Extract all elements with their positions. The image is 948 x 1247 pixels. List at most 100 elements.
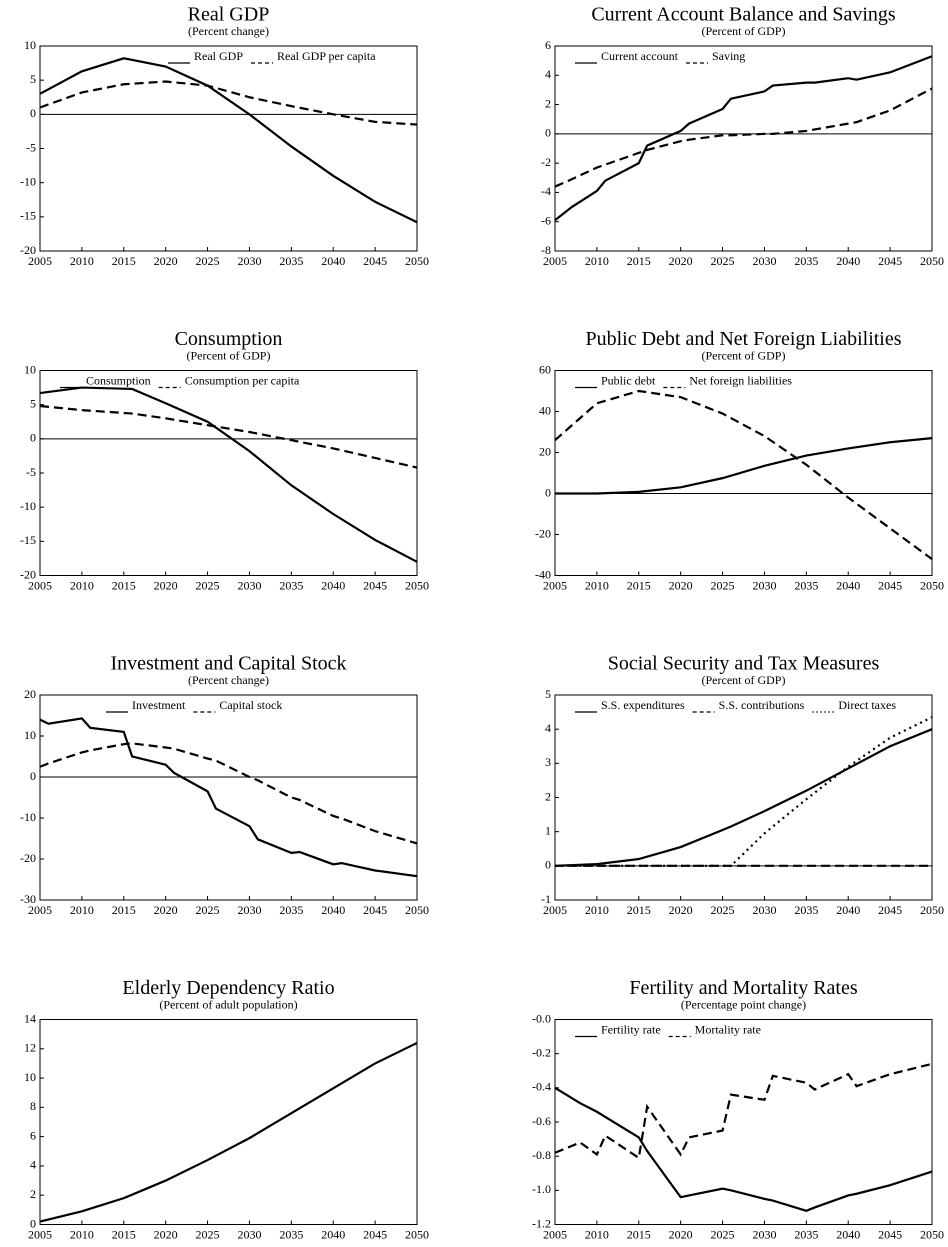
- x-tick-label: 2015: [112, 903, 136, 917]
- legend-label: Consumption: [86, 373, 151, 387]
- x-tick-label: 2020: [154, 254, 178, 268]
- legend-label: Direct taxes: [838, 698, 896, 712]
- chart-title: Public Debt and Net Foreign Liabilities: [585, 328, 901, 350]
- x-tick-label: 2015: [112, 254, 136, 268]
- x-tick-label: 2030: [237, 903, 261, 917]
- plot-frame: [39, 370, 418, 576]
- x-tick-label: 2010: [585, 903, 609, 917]
- y-tick-label: -5: [26, 140, 36, 154]
- x-tick-label: 2035: [279, 254, 303, 268]
- y-tick-label: -1.0: [532, 1182, 551, 1196]
- x-tick-label: 2035: [279, 578, 303, 592]
- series-line: [554, 389, 933, 560]
- y-tick-label: 10: [24, 1070, 36, 1084]
- chart-title: Fertility and Mortality Rates: [629, 977, 858, 999]
- x-tick-label: 2050: [405, 254, 429, 268]
- series-line: [39, 742, 418, 845]
- y-tick-label: 0: [545, 126, 551, 140]
- y-tick-label: -1.2: [532, 1216, 551, 1230]
- x-tick-label: 2005: [28, 903, 52, 917]
- plot-frame: [554, 694, 933, 901]
- x-tick-label: 2035: [279, 1227, 303, 1241]
- y-tick-label: 10: [24, 362, 36, 376]
- x-tick-label: 2020: [154, 903, 178, 917]
- x-tick-label: 2050: [405, 903, 429, 917]
- y-tick-label: -4: [541, 184, 551, 198]
- y-tick-label: -10: [20, 499, 36, 513]
- y-tick-label: -5: [26, 465, 36, 479]
- legend-label: Fertility rate: [601, 1022, 661, 1036]
- y-tick-label: -20: [20, 243, 36, 257]
- x-tick-label: 2050: [920, 1227, 944, 1241]
- y-tick-label: 0: [30, 431, 36, 445]
- y-tick-label: 0: [30, 1216, 36, 1230]
- series-line: [554, 1062, 933, 1160]
- x-tick-label: 2005: [543, 578, 567, 592]
- y-tick-label: 2: [545, 96, 551, 110]
- chart-title: Elderly Dependency Ratio: [122, 977, 334, 999]
- y-tick-label: -1: [541, 892, 551, 906]
- y-tick-label: -20: [535, 526, 551, 540]
- legend-label: Real GDP: [194, 49, 243, 63]
- x-tick-label: 2005: [543, 903, 567, 917]
- y-tick-label: 0: [30, 769, 36, 783]
- x-tick-label: 2030: [752, 903, 776, 917]
- y-tick-label: -0.4: [532, 1080, 551, 1094]
- x-tick-label: 2020: [669, 578, 693, 592]
- legend-label: Mortality rate: [695, 1022, 761, 1036]
- legend-label: Saving: [712, 49, 745, 63]
- y-tick-label: 6: [545, 38, 551, 52]
- legend-label: Net foreign liabilities: [689, 373, 792, 387]
- x-tick-label: 2025: [196, 1227, 220, 1241]
- series-line: [554, 1086, 933, 1212]
- x-tick-label: 2045: [363, 254, 387, 268]
- x-tick-label: 2045: [878, 578, 902, 592]
- y-tick-label: 2: [30, 1187, 36, 1201]
- x-tick-label: 2015: [627, 1227, 651, 1241]
- x-tick-label: 2015: [112, 578, 136, 592]
- x-tick-label: 2005: [28, 254, 52, 268]
- x-tick-label: 2045: [363, 903, 387, 917]
- y-tick-label: -10: [20, 174, 36, 188]
- y-tick-label: -40: [535, 567, 551, 581]
- y-tick-label: 5: [30, 72, 36, 86]
- x-tick-label: 2020: [669, 903, 693, 917]
- x-tick-label: 2045: [878, 1227, 902, 1241]
- x-tick-label: 2025: [711, 903, 735, 917]
- x-tick-label: 2045: [363, 578, 387, 592]
- x-tick-label: 2050: [405, 1227, 429, 1241]
- chart-subtitle: (Percent change): [188, 673, 269, 687]
- x-tick-label: 2040: [836, 1227, 860, 1241]
- x-tick-label: 2030: [237, 578, 261, 592]
- x-tick-label: 2010: [70, 1227, 94, 1241]
- y-tick-label: -20: [20, 567, 36, 581]
- x-tick-label: 2025: [196, 903, 220, 917]
- x-tick-label: 2040: [321, 1227, 345, 1241]
- plot-frame: [39, 694, 418, 901]
- y-tick-label: -0.0: [532, 1011, 551, 1025]
- series-line: [555, 437, 933, 495]
- legend-label: Current account: [601, 49, 679, 63]
- legend-label: Real GDP per capita: [277, 49, 376, 63]
- y-tick-label: -2: [541, 155, 551, 169]
- chart-subtitle: (Percent of GDP): [702, 24, 786, 38]
- chart-subtitle: (Percent of adult population): [159, 997, 297, 1011]
- y-tick-label: 10: [24, 728, 36, 742]
- x-tick-label: 2030: [237, 1227, 261, 1241]
- x-tick-label: 2010: [585, 1227, 609, 1241]
- series-line: [39, 1041, 418, 1223]
- chart-title: Consumption: [175, 328, 283, 350]
- y-tick-label: 4: [545, 67, 551, 81]
- y-tick-label: -6: [541, 213, 551, 227]
- x-tick-label: 2025: [711, 254, 735, 268]
- y-tick-label: -10: [20, 810, 36, 824]
- series-line: [39, 717, 418, 878]
- x-tick-label: 2045: [878, 254, 902, 268]
- series-line: [554, 87, 933, 188]
- x-tick-label: 2010: [70, 578, 94, 592]
- y-tick-label: 60: [539, 362, 551, 376]
- x-tick-label: 2025: [711, 1227, 735, 1241]
- y-tick-label: -15: [20, 533, 36, 547]
- chart-subtitle: (Percentage point change): [681, 997, 806, 1011]
- chart-title: Real GDP: [188, 4, 270, 26]
